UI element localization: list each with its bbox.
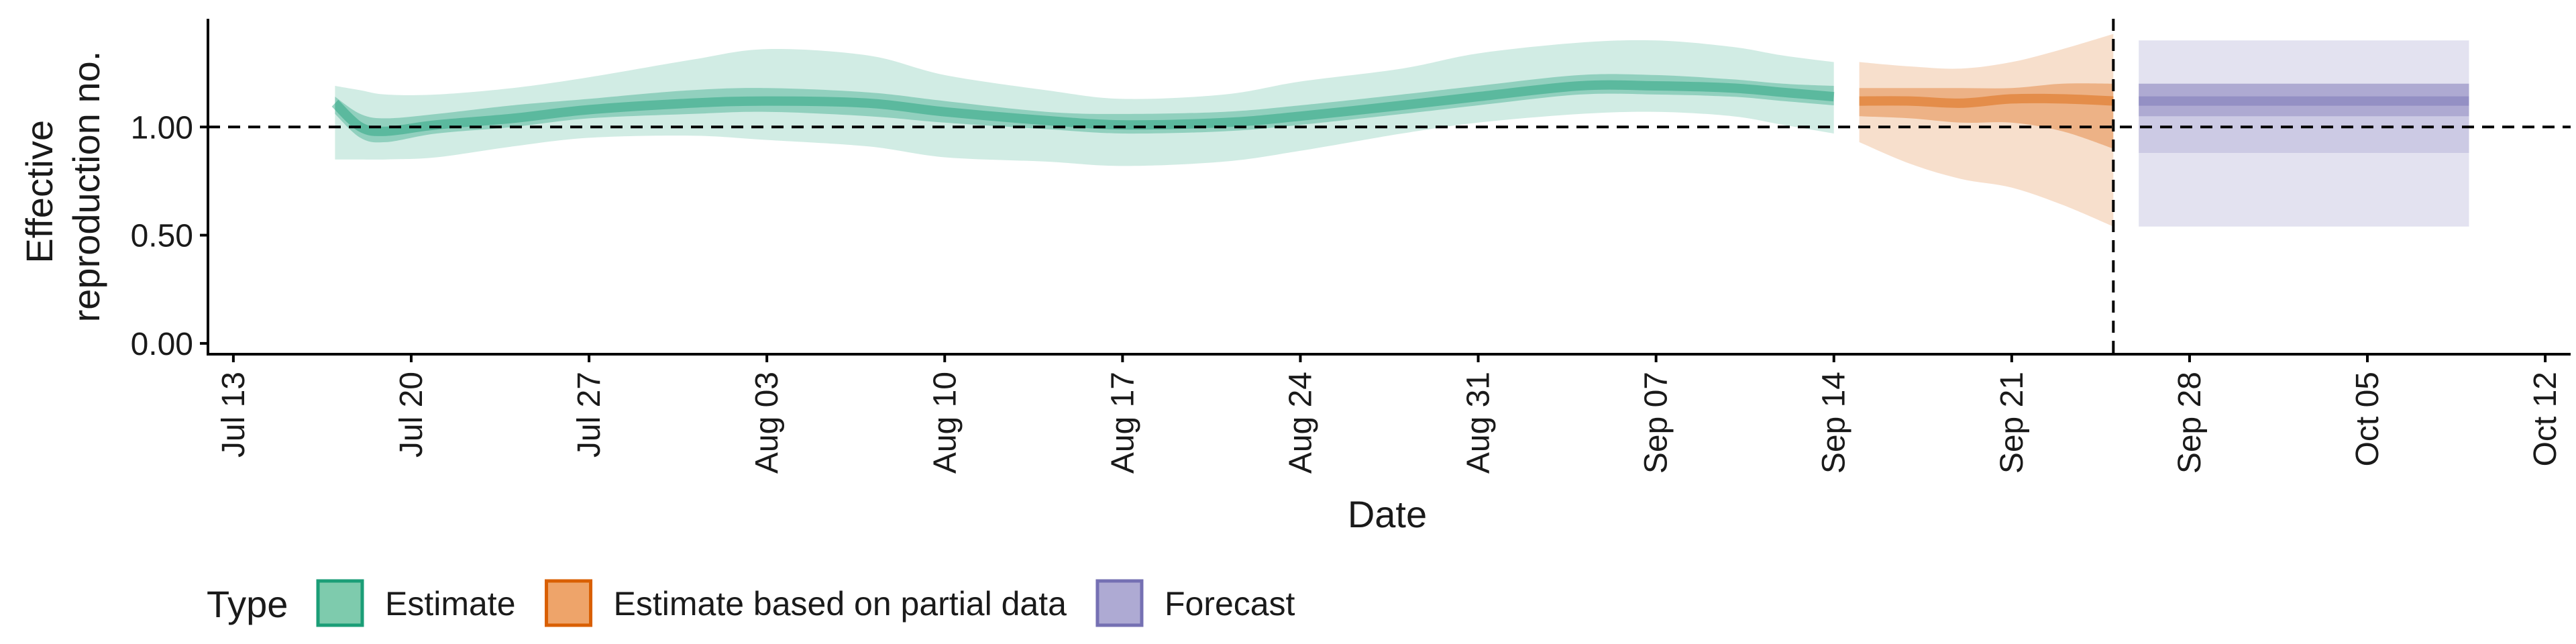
x-tick-label: Jul 13 xyxy=(216,372,252,458)
legend-title: Type xyxy=(207,583,288,625)
y-axis-title-line-2: reproduction no. xyxy=(65,51,107,323)
x-tick-label: Aug 31 xyxy=(1461,372,1497,474)
estimate-based-on-partial-data-50-band xyxy=(1859,83,2114,149)
y-tick-label: 0.50 xyxy=(131,219,193,254)
forecast-90-band xyxy=(2139,83,2469,153)
y-axis-title-line-1: Effective xyxy=(18,120,60,264)
x-tick-label: Oct 05 xyxy=(2350,372,2385,466)
x-tick-label: Oct 12 xyxy=(2528,372,2563,466)
x-tick-label: Sep 28 xyxy=(2172,372,2208,474)
x-tick-label: Aug 10 xyxy=(927,372,963,474)
y-axis-title: Effective reproduction no. xyxy=(18,51,107,323)
estimate-50-band xyxy=(335,74,1834,143)
estimate-based-on-partial-data-median-line xyxy=(1859,93,2114,108)
x-axis-ticks: Jul 13 Jul 20 Jul 27 Aug 03 Aug 10 Aug 17 Aug … xyxy=(216,354,2563,474)
legend: Type Estimate Estimate based on partial da… xyxy=(207,579,1295,627)
x-tick-label: Aug 03 xyxy=(749,372,785,474)
legend-swatch-forecast xyxy=(1095,579,1144,627)
estimate-based-on-partial-data-90-band xyxy=(1859,34,2114,227)
forecast-50-band xyxy=(2139,83,2469,117)
ribbon-layer xyxy=(331,34,2469,227)
y-tick-label: 0.00 xyxy=(131,327,193,362)
legend-label-forecast: Forecast xyxy=(1165,585,1295,623)
y-tick-label: 1.00 xyxy=(131,110,193,146)
x-tick-label: Sep 21 xyxy=(1994,372,2030,474)
x-tick-label: Sep 07 xyxy=(1639,372,1674,474)
estimate-90-band xyxy=(335,40,1834,166)
estimate-median-line xyxy=(331,80,1835,136)
x-tick-label: Aug 24 xyxy=(1283,372,1318,474)
x-axis-title: Date xyxy=(1348,493,1427,535)
legend-label-estimate: Estimate xyxy=(385,585,516,623)
legend-swatch-estimate xyxy=(316,579,364,627)
x-tick-label: Jul 27 xyxy=(572,372,607,458)
x-tick-label: Jul 20 xyxy=(394,372,429,458)
x-tick-label: Aug 17 xyxy=(1105,372,1140,474)
x-tick-label: Sep 14 xyxy=(1817,372,1852,474)
legend-label-estimate-based-on-partial-data: Estimate based on partial data xyxy=(614,585,1067,623)
legend-swatch-estimate-based-on-partial-data xyxy=(545,579,593,627)
y-axis-ticks: 0.00 0.50 1.00 xyxy=(131,110,208,362)
forecast-outer-band xyxy=(2139,40,2469,227)
